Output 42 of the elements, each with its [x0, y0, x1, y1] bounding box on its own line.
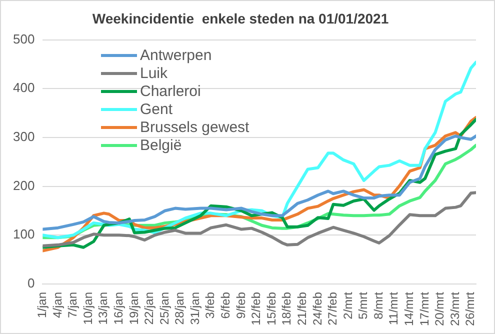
x-tick-label: 14/mrt: [402, 291, 416, 326]
x-tick-label: 20/mrt: [432, 291, 447, 326]
x-tick-label: 21/feb: [294, 292, 309, 326]
x-tick-label: 19/jan: [126, 292, 141, 325]
legend-label: Luik: [140, 64, 168, 82]
x-tick-label: 5/mrt: [356, 291, 370, 320]
legend-label: België: [140, 136, 182, 154]
x-tick-label: 7/jan: [66, 292, 80, 318]
legend-label: Antwerpen: [140, 46, 212, 64]
x-tick-label: 3/feb: [203, 292, 218, 319]
x-tick-label: 10/jan: [80, 292, 95, 325]
x-tick-label: 9/feb: [234, 292, 248, 319]
x-tick-label: 25/jan: [157, 292, 172, 325]
x-tick-label: 4/jan: [50, 292, 64, 318]
x-tick-label: 27/feb: [326, 292, 340, 326]
y-tick-label: 0: [27, 276, 35, 291]
x-tick-label: 12/feb: [249, 292, 264, 326]
x-tick-label: 16/jan: [111, 292, 126, 325]
x-tick-label: 2/mrt: [340, 291, 355, 320]
x-tick-label: 8/mrt: [371, 291, 386, 320]
x-tick-label: 24/feb: [310, 292, 324, 326]
x-tick-label: 13/jan: [96, 292, 110, 325]
x-tick-label: 28/jan: [172, 292, 187, 325]
legend-label: Brussels gewest: [140, 118, 250, 136]
x-tick-label: 17/mrt: [417, 291, 432, 326]
legend-label: Charleroi: [140, 82, 201, 100]
x-tick-label: 26/mrt: [463, 291, 478, 326]
y-tick-label: 500: [12, 31, 35, 46]
legend-label: Gent: [140, 100, 173, 118]
chart-title: Weekincidentie enkele steden na 01/01/2021: [92, 10, 389, 26]
x-tick-label: 18/feb: [280, 292, 294, 326]
x-tick-label: 23/mrt: [448, 291, 462, 326]
x-tick-label: 22/jan: [142, 292, 156, 325]
x-tick-label: 31/jan: [188, 292, 202, 325]
x-tick-label: 15/feb: [264, 292, 278, 326]
y-tick-label: 100: [12, 226, 35, 242]
x-tick-label: 6/feb: [218, 292, 233, 319]
x-tick-label: 11/mrt: [386, 291, 401, 326]
y-tick-label: 400: [12, 80, 35, 96]
x-tick-label: 1/jan: [35, 292, 49, 318]
y-tick-label: 200: [12, 178, 35, 193]
y-tick-label: 300: [12, 129, 35, 144]
